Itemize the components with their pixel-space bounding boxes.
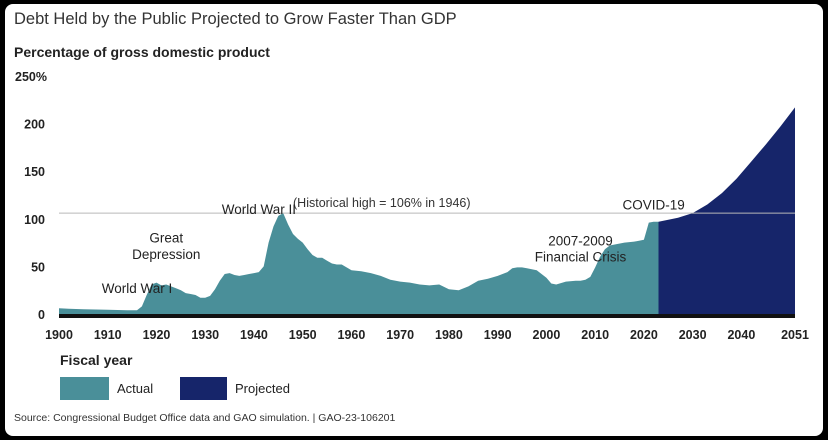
annotation-label: Depression bbox=[132, 247, 200, 262]
x-tick-label: 1960 bbox=[338, 328, 366, 342]
x-tick-label: 1910 bbox=[94, 328, 122, 342]
x-tick-label: 1940 bbox=[240, 328, 268, 342]
reference-line-group: (Historical high = 106% in 1946) bbox=[59, 196, 795, 214]
chart-plot: (Historical high = 106% in 1946) 1900 191… bbox=[15, 70, 809, 368]
axes-group: 1900 1910 1920 1930 1940 1950 1960 1970 1980 1990… bbox=[15, 70, 809, 368]
y-axis-title: Percentage of gross domestic product bbox=[14, 44, 270, 60]
x-tick-label: 1980 bbox=[435, 328, 463, 342]
y-tick-label: 50 bbox=[31, 260, 45, 274]
series-areas bbox=[59, 107, 795, 315]
area-projected bbox=[658, 107, 795, 315]
reference-line-label: (Historical high = 106% in 1946) bbox=[293, 196, 471, 210]
y-tick-label: 250% bbox=[15, 70, 47, 84]
annotation-label: Great bbox=[149, 231, 183, 246]
x-tick-label: 1990 bbox=[484, 328, 512, 342]
x-tick-label: 2051 bbox=[781, 328, 809, 342]
x-tick-label: 1970 bbox=[386, 328, 414, 342]
source-note: Source: Congressional Budget Office data… bbox=[14, 412, 396, 424]
area-actual bbox=[59, 213, 659, 314]
x-tick-label: 2000 bbox=[533, 328, 561, 342]
chart-title: Debt Held by the Public Projected to Gro… bbox=[14, 10, 457, 28]
annotation-label: World War II bbox=[222, 202, 296, 217]
x-tick-label: 1900 bbox=[45, 328, 73, 342]
annotation-label: 2007-2009 bbox=[548, 233, 613, 248]
annotation-label: COVID-19 bbox=[623, 197, 685, 212]
legend-projected-label: Projected bbox=[235, 381, 290, 396]
x-tick-label: 2030 bbox=[679, 328, 707, 342]
chart-card: Debt Held by the Public Projected to Gro… bbox=[5, 4, 823, 436]
y-tick-label: 150 bbox=[24, 165, 45, 179]
x-tick-label: 2010 bbox=[581, 328, 609, 342]
x-tick-label: 2040 bbox=[727, 328, 755, 342]
legend-actual-swatch bbox=[60, 377, 109, 400]
annotation-label: World War I bbox=[102, 281, 173, 296]
x-tick-label: 1950 bbox=[289, 328, 317, 342]
legend-projected-swatch bbox=[180, 377, 227, 400]
legend-actual-label: Actual bbox=[117, 381, 154, 396]
x-axis-title: Fiscal year bbox=[60, 352, 133, 368]
y-tick-label: 0 bbox=[38, 308, 45, 322]
y-tick-label: 200 bbox=[24, 118, 45, 132]
annotation-label: Financial Crisis bbox=[535, 250, 627, 265]
x-tick-label: 1920 bbox=[143, 328, 171, 342]
x-tick-label: 1930 bbox=[191, 328, 219, 342]
x-tick-label: 2020 bbox=[630, 328, 658, 342]
y-tick-label: 100 bbox=[24, 213, 45, 227]
